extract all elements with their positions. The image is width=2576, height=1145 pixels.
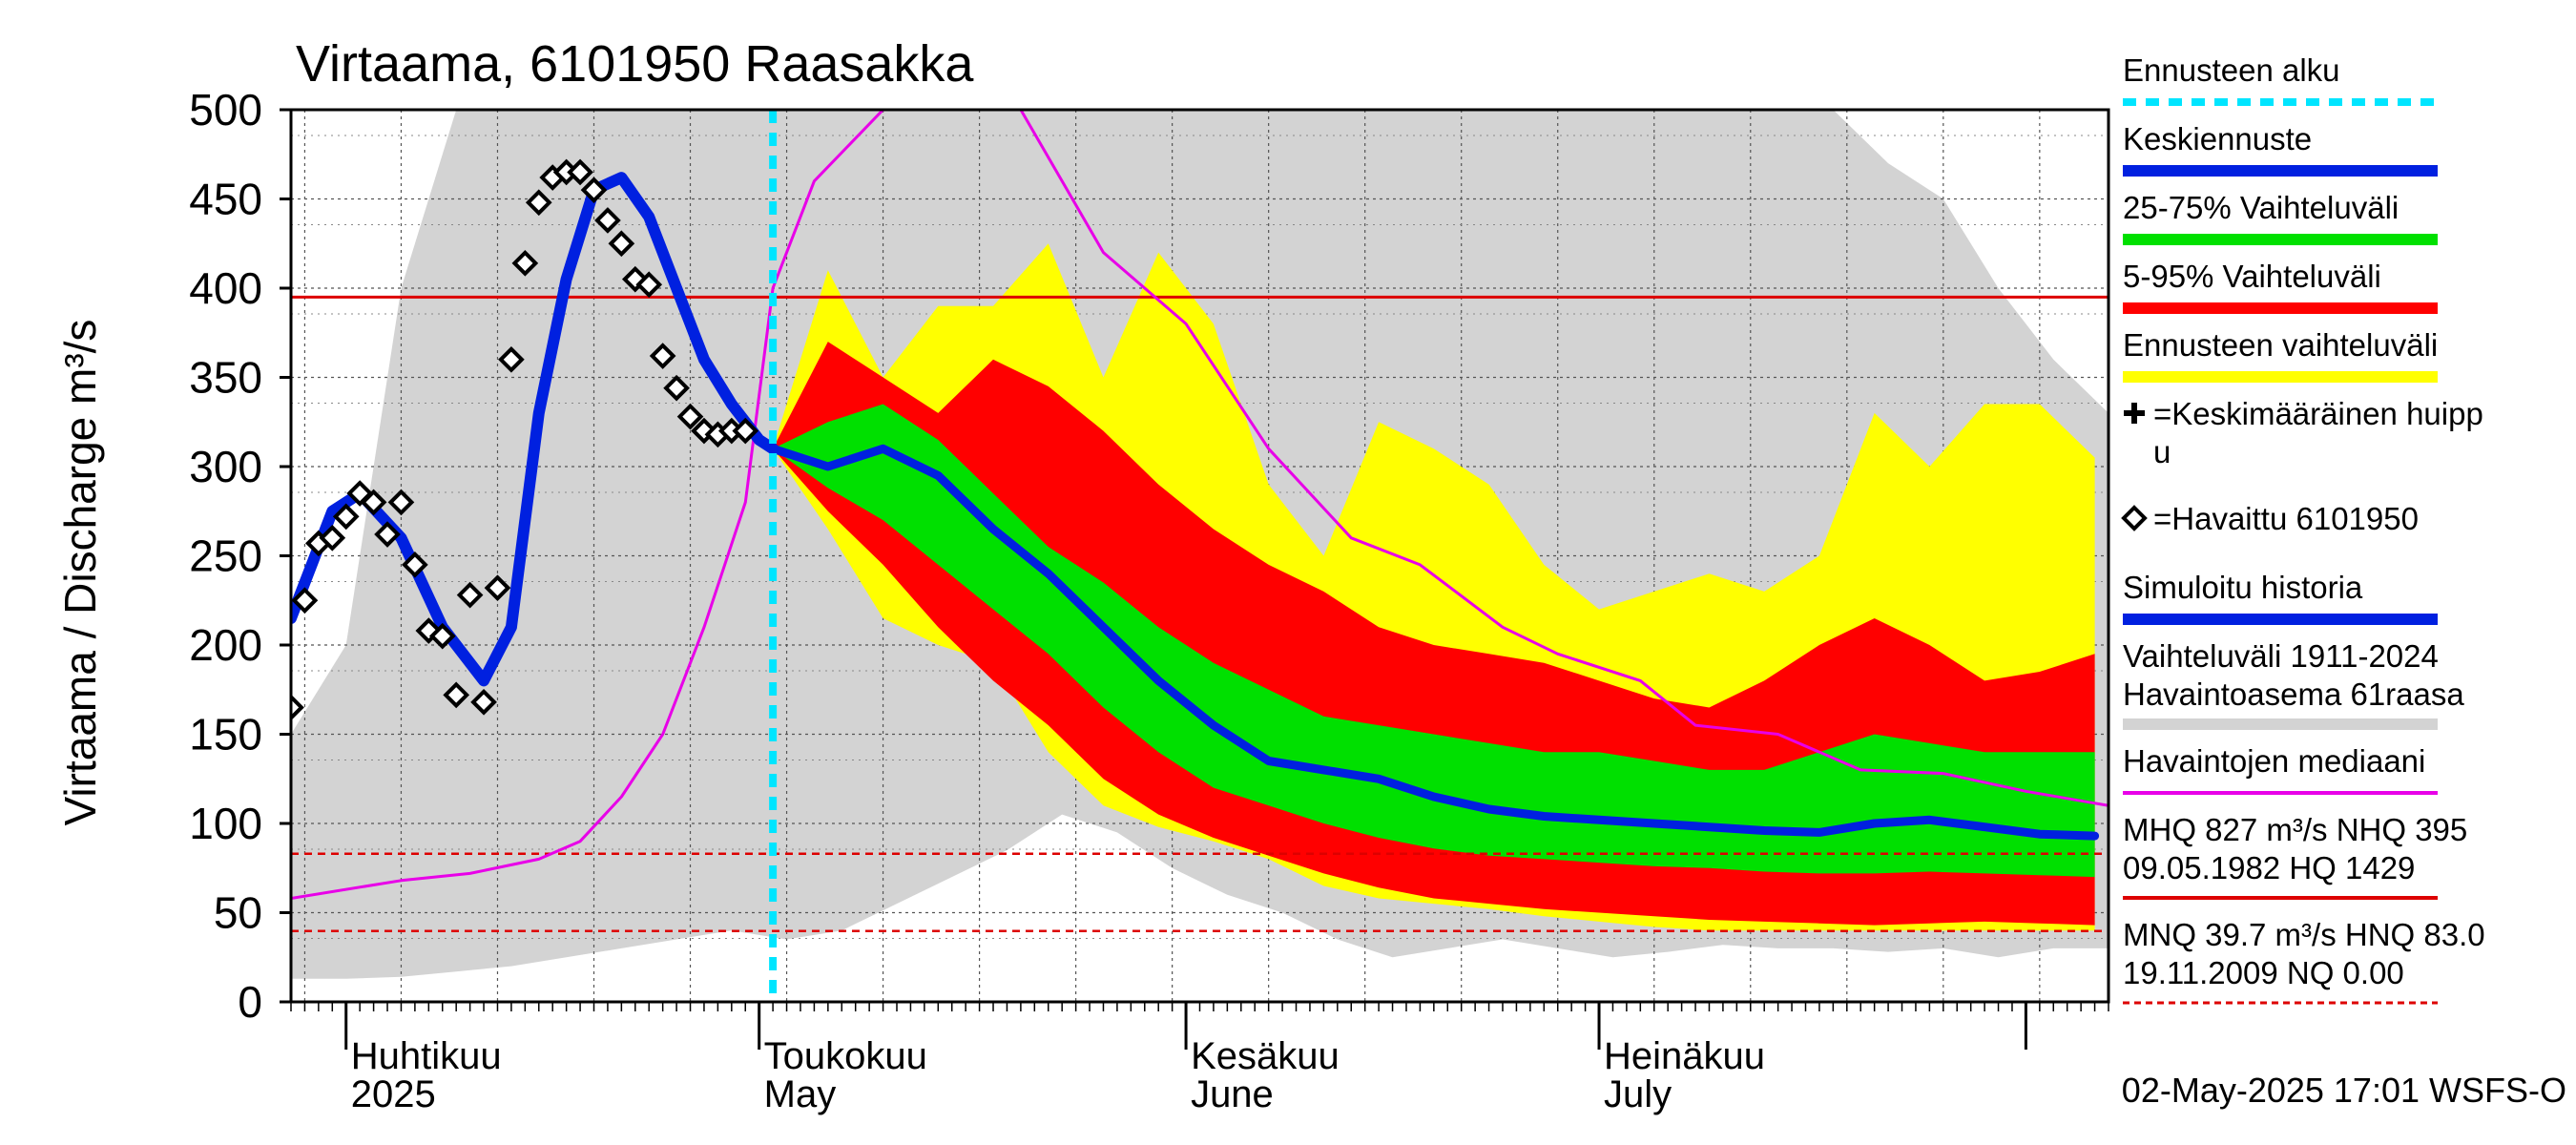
y-tick-label: 350 xyxy=(189,353,262,403)
y-tick-label: 100 xyxy=(189,799,262,848)
legend-label-line2: 09.05.1982 HQ 1429 xyxy=(2123,850,2415,885)
x-month-sublabel: June xyxy=(1191,1073,1274,1115)
legend-plus-marker xyxy=(2124,403,2145,424)
observed-point xyxy=(428,622,456,650)
observed-point xyxy=(649,343,676,369)
observed-point xyxy=(319,524,346,552)
observed-point xyxy=(676,403,704,430)
x-month-sublabel: July xyxy=(1604,1073,1672,1115)
mean-forecast-line xyxy=(768,444,2100,841)
legend-label-line2: u xyxy=(2153,434,2171,469)
y-tick-label: 400 xyxy=(189,263,262,313)
y-tick-label: 0 xyxy=(238,977,262,1027)
legend: Ennusteen alku Keskiennuste 25-75% Vaihtel… xyxy=(2121,52,2485,1005)
legend-label: 25-75% Vaihteluväli xyxy=(2123,190,2399,225)
x-month-label: Toukokuu xyxy=(764,1035,927,1077)
observed-point xyxy=(291,694,304,721)
x-month-sublabel: 2025 xyxy=(351,1073,436,1115)
observed-point xyxy=(387,489,415,516)
y-tick-label: 250 xyxy=(189,531,262,581)
observed-point xyxy=(443,681,470,709)
band-25-75 xyxy=(773,404,2095,878)
x-month-label: Huhtikuu xyxy=(351,1035,502,1077)
timestamp-footer: 02-May-2025 17:01 WSFS-O xyxy=(2122,1071,2566,1110)
y-tick-label: 200 xyxy=(189,620,262,670)
observed-point xyxy=(456,581,484,609)
legend-label: Havaintojen mediaani xyxy=(2123,743,2425,779)
observed-point xyxy=(732,417,759,445)
legend-label: Ennusteen alku xyxy=(2123,52,2340,88)
legend-label: Simuloitu historia xyxy=(2123,570,2363,605)
legend-label: 5-95% Vaihteluväli xyxy=(2123,259,2381,294)
observed-median-line xyxy=(291,110,2109,900)
legend-label: =Havaittu 6101950 xyxy=(2153,501,2419,536)
legend-label: MHQ 827 m³/s NHQ 395 xyxy=(2123,812,2467,847)
y-tick-label: 50 xyxy=(214,888,262,938)
observed-point xyxy=(332,503,360,531)
observed-point xyxy=(374,521,401,548)
observed-point xyxy=(470,689,497,716)
legend-diamond-marker xyxy=(2121,505,2148,531)
observed-point xyxy=(567,158,593,186)
y-tick-label: 500 xyxy=(189,85,262,135)
observed-point xyxy=(525,189,552,217)
observed-point xyxy=(663,374,690,402)
legend-label: Keskiennuste xyxy=(2123,121,2312,156)
x-month-label: Heinäkuu xyxy=(1604,1035,1765,1077)
legend-label: Vaihteluväli 1911-2024 xyxy=(2123,638,2439,674)
observed-point xyxy=(608,230,635,258)
y-axis-label: Virtaama / Discharge m³/s xyxy=(55,320,105,826)
observed-point xyxy=(635,271,663,299)
observed-point xyxy=(402,552,428,578)
observed-point xyxy=(594,207,621,234)
observed-point xyxy=(511,249,539,277)
legend-label: =Keskimääräinen huipp xyxy=(2153,396,2483,431)
observed-point xyxy=(484,574,511,601)
legend-label: MNQ 39.7 m³/s HNQ 83.0 xyxy=(2123,917,2485,952)
observed-point xyxy=(498,345,525,373)
legend-label-line2: Havaintoasema 61raasa xyxy=(2123,677,2464,712)
observed-point xyxy=(291,587,319,614)
x-month-label: Kesäkuu xyxy=(1191,1035,1340,1077)
legend-label-line2: 19.11.2009 NQ 0.00 xyxy=(2123,955,2404,990)
observed-point xyxy=(580,177,608,203)
y-tick-label: 150 xyxy=(189,710,262,760)
observed-point xyxy=(360,489,387,516)
legend-label: Ennusteen vaihteluväli xyxy=(2123,327,2438,363)
chart-title: Virtaama, 6101950 Raasakka xyxy=(296,35,974,93)
y-tick-label: 300 xyxy=(189,442,262,491)
plot-area xyxy=(291,110,2109,1002)
x-month-sublabel: May xyxy=(764,1073,837,1115)
y-tick-label: 450 xyxy=(189,175,262,224)
